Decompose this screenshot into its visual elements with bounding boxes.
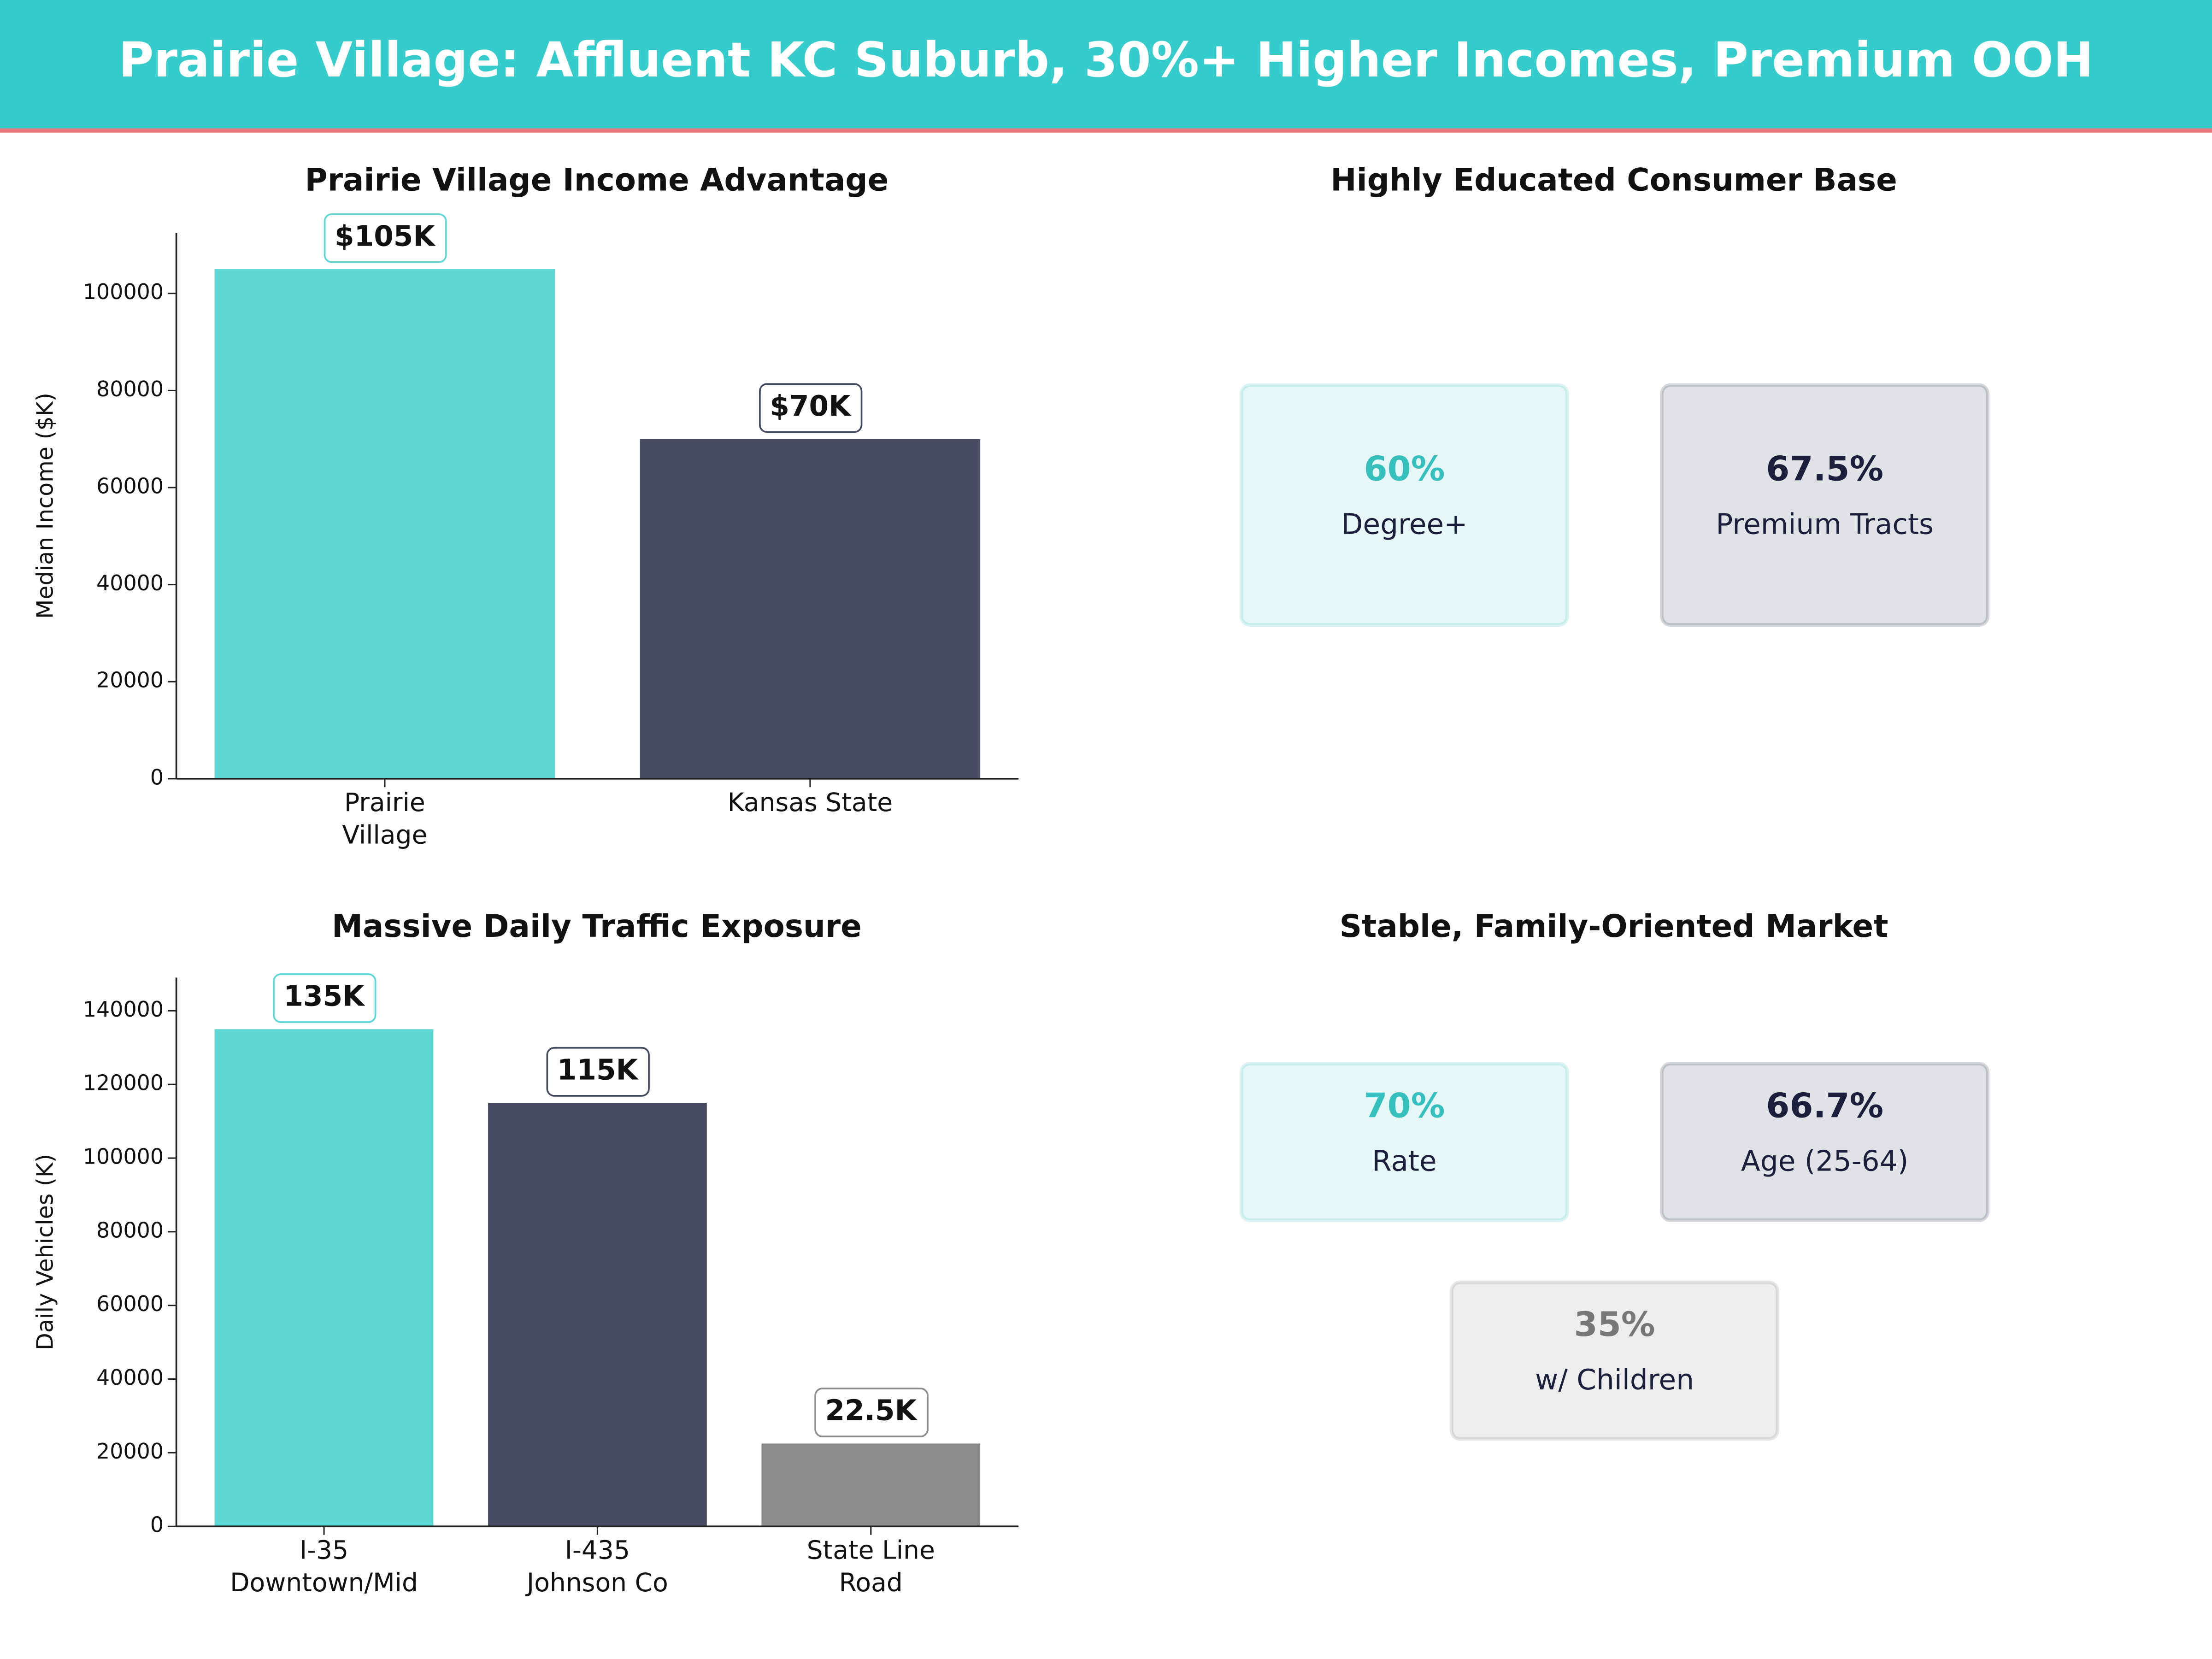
x-tick-label: I-435 Johnson Co <box>526 1536 668 1599</box>
chart-title: Prairie Village Income Advantage <box>305 161 889 198</box>
stat-card <box>1450 1280 1779 1441</box>
y-tick-label: 0 <box>150 765 164 789</box>
stat-label: Premium Tracts <box>1716 508 1934 541</box>
x-tick-label: I-35 Downtown/Mid <box>230 1536 418 1599</box>
x-tick-label: State Line Road <box>806 1536 935 1599</box>
y-tick-label: 40000 <box>96 1365 164 1390</box>
value-label-group: $70K <box>759 383 863 433</box>
stat-card <box>1660 1062 1990 1222</box>
y-tick-label: 100000 <box>83 1144 164 1169</box>
y-tick-label: 100000 <box>83 279 164 304</box>
y-tick-label: 80000 <box>96 1218 164 1242</box>
stat-label: Rate <box>1372 1145 1436 1178</box>
x-tick-label-box: I-435 Johnson Co <box>526 1536 668 1599</box>
y-tick-label: 140000 <box>83 997 164 1022</box>
x-tick-label-box: Kansas State <box>727 788 893 818</box>
value-label: $70K <box>770 390 852 423</box>
stat-value: 60% <box>1364 449 1445 488</box>
stat-value: 70% <box>1364 1087 1445 1126</box>
page-title: Prairie Village: Affluent KC Suburb, 30%… <box>118 32 2094 88</box>
stat-label: Degree+ <box>1341 508 1467 541</box>
chart-title: Stable, Family-Oriented Market <box>1340 908 1888 944</box>
y-tick-label: 60000 <box>96 1291 164 1316</box>
x-tick-label: Prairie Village <box>342 788 428 851</box>
chart-title: Massive Daily Traffic Exposure <box>332 908 862 944</box>
stat-label: w/ Children <box>1535 1364 1694 1396</box>
header-band <box>0 0 2212 129</box>
y-tick-label: 60000 <box>96 473 164 498</box>
value-label-group: 135K <box>273 973 377 1023</box>
y-tick-label: 0 <box>150 1512 164 1537</box>
stat-card <box>1240 383 1569 627</box>
y-axis-label: Median Income ($K) <box>32 393 59 619</box>
value-label-box <box>273 973 377 1023</box>
header-rule <box>0 128 2212 133</box>
stat-card <box>1660 383 1990 627</box>
bar <box>214 269 555 779</box>
bar <box>488 1103 707 1527</box>
value-label-box <box>324 213 447 263</box>
y-tick-label: 20000 <box>96 668 164 693</box>
y-tick-label: 120000 <box>83 1071 164 1095</box>
chart-title: Highly Educated Consumer Base <box>1330 161 1897 198</box>
stat-value: 67.5% <box>1766 449 1883 488</box>
x-tick-label: Kansas State <box>727 788 893 818</box>
value-label-group: 115K <box>546 1047 650 1097</box>
value-label-box <box>759 383 863 433</box>
value-label: 135K <box>283 980 365 1013</box>
bar <box>640 439 981 779</box>
stat-card <box>1240 1062 1569 1222</box>
bar <box>214 1029 434 1527</box>
stat-value: 66.7% <box>1766 1087 1883 1126</box>
x-tick-label-box: I-35 Downtown/Mid <box>230 1536 418 1599</box>
value-label: 22.5K <box>825 1394 918 1427</box>
y-axis-label: Daily Vehicles (K) <box>32 1154 59 1350</box>
bar <box>761 1443 981 1527</box>
stat-label: Age (25-64) <box>1741 1145 1909 1178</box>
x-tick-label-box: State Line Road <box>806 1536 935 1599</box>
y-tick-label: 80000 <box>96 377 164 401</box>
x-tick-label-box: Prairie Village <box>342 788 428 851</box>
value-label-group: $105K <box>324 213 447 263</box>
value-label-group: 22.5K <box>814 1388 929 1437</box>
stat-value: 35% <box>1574 1305 1655 1344</box>
value-label-box <box>546 1047 650 1097</box>
y-tick-label: 20000 <box>96 1439 164 1464</box>
y-tick-label: 40000 <box>96 571 164 595</box>
value-label-box <box>814 1388 929 1437</box>
value-label: 115K <box>557 1053 639 1086</box>
value-label: $105K <box>335 220 436 253</box>
